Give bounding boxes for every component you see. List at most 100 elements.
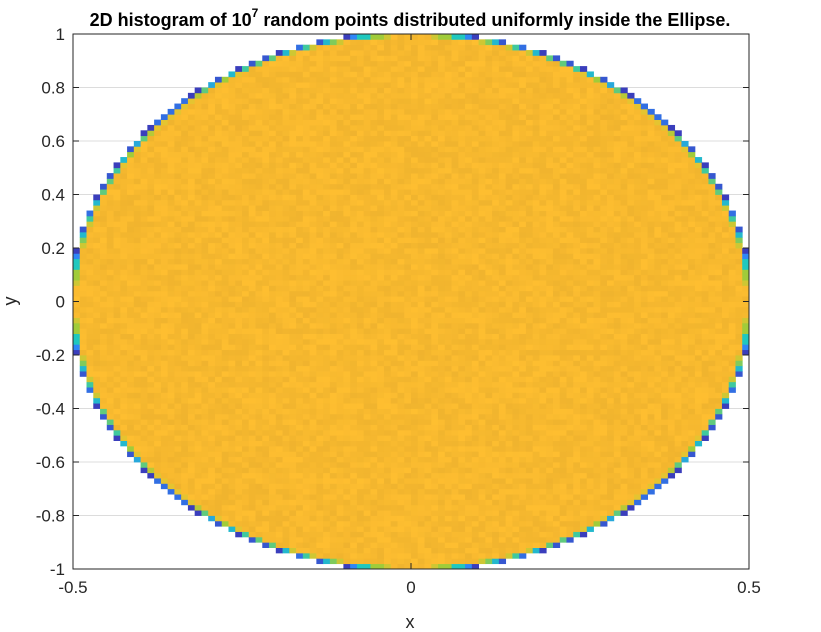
heatmap-cell [160,301,169,308]
heatmap-cell [451,520,459,527]
heatmap-cell [140,306,148,313]
heatmap-cell [377,333,385,340]
heatmap-cell [242,194,250,201]
heatmap-cell [309,520,317,527]
heatmap-cell [167,290,175,297]
heatmap-cell [417,119,425,126]
heatmap-cell [438,520,446,527]
heatmap-cell [302,536,310,543]
heatmap-cell [370,194,378,201]
heatmap-cell [167,248,175,254]
heatmap-cell [187,483,196,490]
heatmap-cell [79,360,87,367]
heatmap-cell [363,526,371,532]
heatmap-cell [316,76,324,83]
heatmap-cell [302,467,310,474]
heatmap-cell [100,306,108,313]
heatmap-cell [397,280,405,286]
heatmap-cell [316,355,324,361]
heatmap-cell [323,146,331,153]
heatmap-cell [100,349,108,356]
heatmap-cell [451,141,459,147]
heatmap-cell [417,403,425,409]
heatmap-cell [181,413,189,420]
heatmap-cell [187,376,196,383]
heatmap-cell [154,258,162,265]
heatmap-cell [383,526,392,532]
heatmap-cell [350,456,358,463]
heatmap-cell [438,483,446,490]
heatmap-cell [113,435,121,441]
heatmap-cell [417,483,425,490]
heatmap-cell [167,108,175,115]
heatmap-cell [323,82,331,88]
heatmap-cell [465,547,473,554]
heatmap-cell [471,515,479,522]
heatmap-cell [458,237,466,244]
heatmap-cell [336,387,344,393]
heatmap-cell [282,248,290,254]
heatmap-cell [363,494,371,500]
heatmap-cell [154,413,162,420]
heatmap-cell [383,542,392,548]
heatmap-cell [350,365,358,372]
heatmap-cell [309,456,317,463]
heatmap-cell [302,296,310,302]
heatmap-cell [343,124,351,131]
heatmap-cell [248,87,256,94]
heatmap-cell [329,413,338,420]
heatmap-cell [181,456,189,463]
heatmap-cell [417,98,425,104]
heatmap-cell [228,141,236,147]
heatmap-cell [383,499,392,506]
heatmap-cell [242,130,250,137]
heatmap-cell [451,60,459,67]
heatmap-cell [289,215,297,222]
heatmap-cell [79,365,87,372]
heatmap-cell [86,221,94,227]
heatmap-cell [167,151,175,158]
heatmap-cell [465,242,473,249]
heatmap-cell [174,194,182,201]
heatmap-cell [323,130,331,137]
heatmap-cell [411,467,419,474]
heatmap-cell [377,269,385,276]
heatmap-cell [181,451,189,458]
heatmap-cell [444,237,452,244]
heatmap-cell [262,478,270,484]
heatmap-cell [127,360,135,367]
heatmap-cell [471,408,479,415]
heatmap-cell [404,547,412,554]
heatmap-cell [465,526,473,532]
heatmap-cell [370,440,378,447]
heatmap-cell [404,472,412,479]
heatmap-cell [411,344,419,351]
heatmap-cell [329,274,338,281]
heatmap-cell [235,141,243,147]
heatmap-cell [248,349,256,356]
heatmap-cell [127,237,135,244]
heatmap-cell [214,435,223,441]
heatmap-cell [269,371,277,377]
heatmap-cell [404,296,412,302]
heatmap-cell [214,483,223,490]
heatmap-cell [201,429,209,436]
heatmap-cell [336,338,344,345]
heatmap-cell [242,355,250,361]
heatmap-cell [86,365,94,372]
heatmap-cell [133,381,141,388]
heatmap-cell [383,44,392,51]
heatmap-cell [309,387,317,393]
heatmap-cell [397,205,405,211]
heatmap-cell [356,526,365,532]
heatmap-cell [79,338,87,345]
heatmap-cell [451,558,459,565]
heatmap-cell [444,504,452,511]
heatmap-cell [262,526,270,532]
heatmap-cell [275,60,283,67]
heatmap-cell [296,146,304,153]
heatmap-cell [235,472,243,479]
heatmap-cell [383,119,392,126]
heatmap-cell [214,467,223,474]
heatmap-cell [471,499,479,506]
